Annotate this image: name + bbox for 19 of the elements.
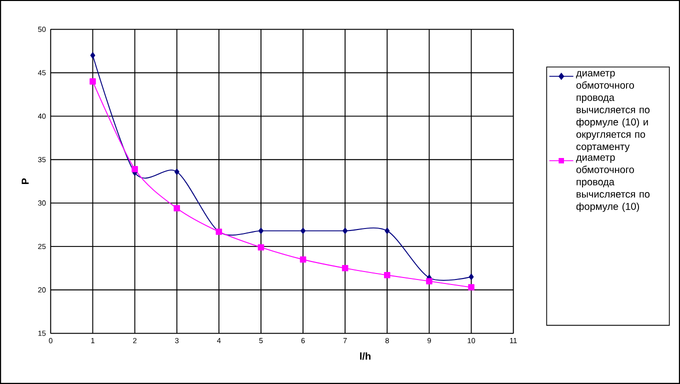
point [384,272,390,278]
point [468,274,474,280]
point [342,228,348,234]
point [174,205,180,212]
point [174,168,180,175]
legend-label: диаметр обмоточного провода вычисляется по формуле (10) [576,155,650,212]
y-axis-title: P [22,178,29,184]
point [90,52,96,59]
point [258,244,264,250]
point [300,256,306,263]
point [384,228,390,234]
point [300,228,306,234]
point [342,265,348,272]
point [426,278,432,284]
point [132,166,138,172]
point [468,284,474,290]
point [90,78,96,85]
x-axis-title: l/h [360,352,370,360]
point [258,228,264,234]
